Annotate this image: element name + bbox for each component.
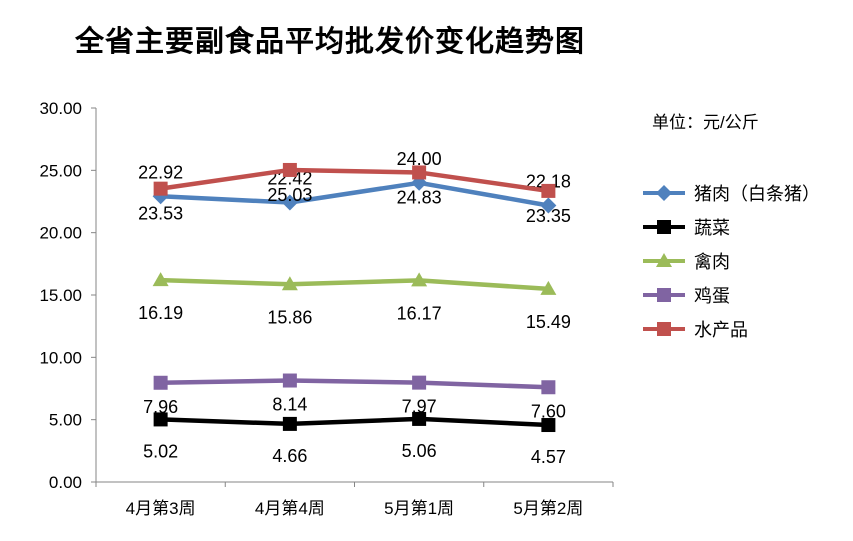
chart-title: 全省主要副食品平均批发价变化趋势图 (75, 24, 586, 58)
y-tick-label: 25.00 (39, 161, 82, 180)
series-3: 7.96 8.14 7.97 7.60 鸡蛋 (143, 286, 730, 421)
legend-label: 水产品 (694, 320, 748, 340)
data-label: 22.18 (526, 171, 571, 191)
series-4: 23.53 25.03 24.83 23.35 水产品 (138, 162, 748, 340)
series-2: 16.19 15.86 16.17 15.49 禽肉 (138, 252, 730, 332)
data-label: 25.03 (267, 185, 312, 205)
data-label: 7.96 (143, 397, 178, 417)
unit-note: 单位：元/公斤 (652, 113, 759, 132)
data-point (540, 197, 557, 214)
legend-label: 鸡蛋 (694, 286, 730, 306)
data-label: 16.19 (138, 303, 183, 323)
y-tick-label: 10.00 (39, 348, 82, 367)
data-point (657, 322, 671, 336)
series-line (160, 378, 549, 390)
series-line (160, 277, 549, 292)
data-label: 15.86 (267, 307, 312, 327)
data-point (412, 375, 427, 390)
legend-label: 蔬菜 (694, 218, 730, 238)
data-point (412, 411, 427, 426)
data-point (657, 220, 671, 234)
data-point (282, 416, 297, 431)
data-point (412, 165, 427, 180)
data-label: 8.14 (272, 395, 307, 415)
legend-label: 猪肉（白条猪） (694, 184, 820, 204)
data-label: 22.92 (138, 162, 183, 182)
data-label: 23.35 (526, 206, 571, 226)
series-line (160, 167, 549, 194)
y-tick-label: 5.00 (49, 411, 82, 430)
data-point (281, 194, 298, 211)
data-label: 7.97 (402, 397, 437, 417)
data-label: 5.06 (402, 441, 437, 461)
x-tick-label: 5月第1周 (384, 499, 454, 518)
series-line (160, 416, 549, 428)
series-line (160, 180, 549, 208)
data-point (541, 380, 556, 395)
data-point (282, 373, 297, 388)
x-tick-label: 4月第3周 (126, 499, 196, 518)
y-tick-label: 30.00 (39, 99, 82, 118)
data-point (541, 418, 556, 433)
data-point (411, 272, 428, 287)
x-tick-label: 4月第4周 (255, 499, 325, 518)
y-tick-label: 0.00 (49, 473, 82, 492)
data-point (657, 288, 671, 302)
data-point (281, 276, 298, 291)
data-label: 5.02 (143, 441, 178, 461)
data-point (282, 162, 297, 177)
data-point (656, 185, 672, 201)
data-point (152, 272, 169, 287)
x-tick-label: 5月第2周 (513, 499, 583, 518)
data-point (153, 375, 168, 390)
data-point (541, 183, 556, 198)
series-1: 5.02 4.66 5.06 4.57 蔬菜 (143, 218, 730, 467)
data-point (153, 412, 168, 427)
data-label: 24.00 (397, 149, 442, 169)
data-point (656, 253, 672, 267)
data-label: 15.49 (526, 312, 571, 332)
data-label: 4.57 (531, 447, 566, 467)
data-point (540, 280, 557, 295)
legend-label: 禽肉 (694, 252, 730, 272)
data-label: 23.53 (138, 204, 183, 224)
data-label: 24.83 (397, 187, 442, 207)
y-tick-label: 20.00 (39, 224, 82, 243)
data-label: 4.66 (272, 446, 307, 466)
y-tick-label: 15.00 (39, 286, 82, 305)
data-label: 16.17 (397, 303, 442, 323)
data-label: 7.60 (531, 401, 566, 421)
data-point (153, 181, 168, 196)
